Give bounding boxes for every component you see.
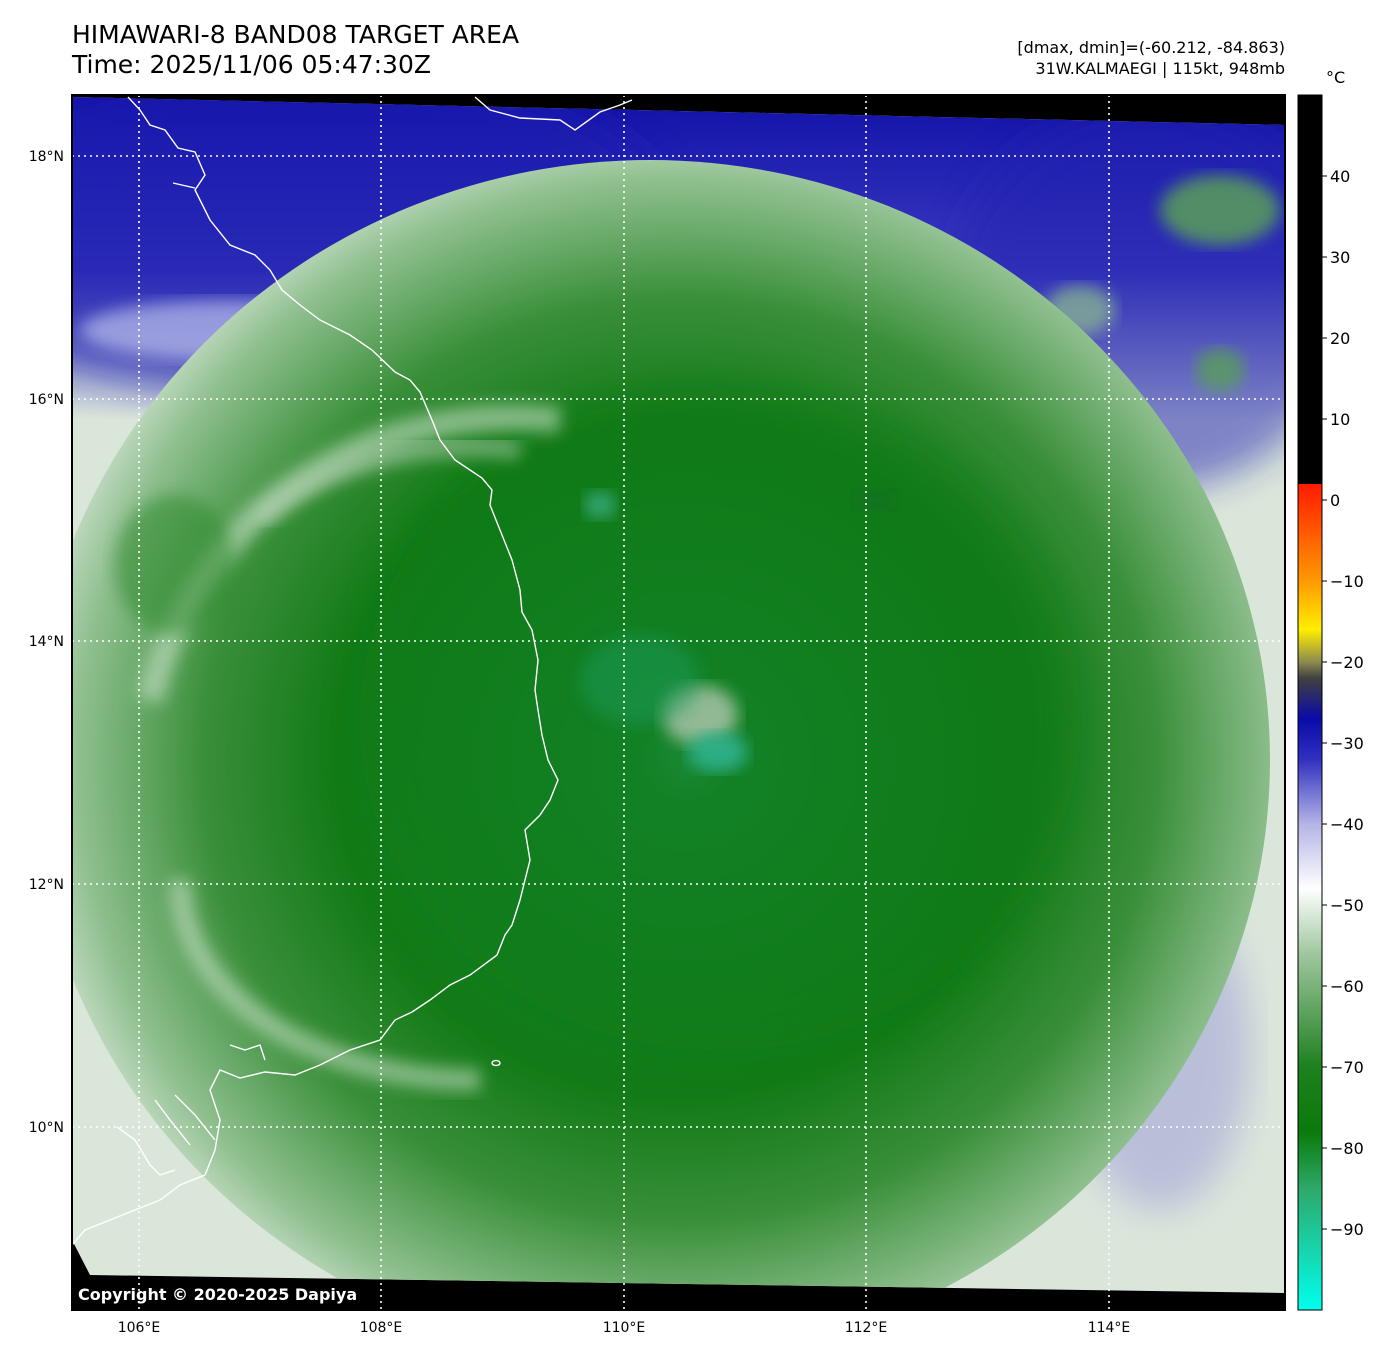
chart-title: HIMAWARI-8 BAND08 TARGET AREA [72, 20, 520, 49]
colorbar-bar [1298, 95, 1322, 1310]
colorbar-tick-label: −70 [1330, 1058, 1364, 1077]
longitude-labels: 106°E 108°E 110°E 112°E 114°E [118, 1320, 1131, 1336]
colorbar-tick-label: 0 [1330, 491, 1340, 510]
latitude-labels: 18°N 16°N 14°N 12°N 10°N [29, 149, 64, 1136]
colorbar-tick-label: −80 [1330, 1139, 1364, 1158]
coastline [72, 96, 633, 1246]
colorbar-unit: °C [1326, 68, 1346, 87]
lon-label: 112°E [845, 1320, 888, 1336]
colorbar: 40 30 20 10 0 −10 −20 −30 −40 −50 −60 −70 −80 −90 [1297, 94, 1364, 1311]
colorbar-tick-label: −60 [1330, 977, 1364, 996]
colorbar-tick-label: 20 [1330, 329, 1350, 348]
colorbar-tick-label: −30 [1330, 734, 1364, 753]
chart-time: Time: 2025/11/06 05:47:30Z [72, 50, 431, 79]
colorbar-tick-label: −90 [1330, 1220, 1364, 1239]
lat-label: 12°N [29, 877, 64, 893]
colorbar-tick-label: −50 [1330, 896, 1364, 915]
lat-label: 14°N [29, 634, 64, 650]
graticule [72, 95, 1285, 1310]
copyright-text: Copyright © 2020-2025 Dapiya [78, 1285, 357, 1304]
lon-label: 108°E [360, 1320, 403, 1336]
colorbar-tick-label: −20 [1330, 653, 1364, 672]
colorbar-tick-label: −10 [1330, 572, 1364, 591]
lon-label: 114°E [1088, 1320, 1131, 1336]
storm-info: 31W.KALMAEGI | 115kt, 948mb [1035, 59, 1285, 78]
colorbar-tick-label: 40 [1330, 167, 1350, 186]
colorbar-tick-label: 30 [1330, 248, 1350, 267]
lat-label: 10°N [29, 1120, 64, 1136]
lon-label: 106°E [118, 1320, 161, 1336]
value-range: [dmax, dmin]=(-60.212, -84.863) [1017, 38, 1285, 57]
colorbar-tick-label: −40 [1330, 815, 1364, 834]
colorbar-tick-label: 10 [1330, 410, 1350, 429]
lat-label: 16°N [29, 392, 64, 408]
lon-label: 110°E [603, 1320, 646, 1336]
colorbar-ticks: 40 30 20 10 0 −10 −20 −30 −40 −50 −60 −70 −80 −90 [1322, 167, 1364, 1239]
imagery-layer [72, 95, 1285, 1310]
lat-label: 18°N [29, 149, 64, 165]
